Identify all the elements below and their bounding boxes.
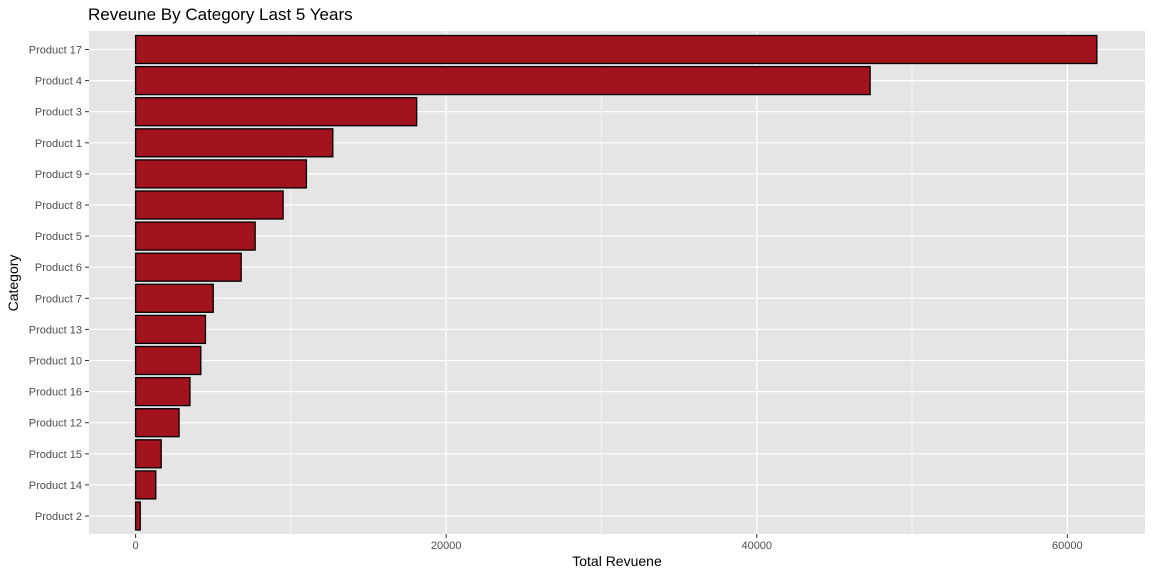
y-tick-label: Product 9 bbox=[35, 169, 82, 181]
y-tick-label: Product 5 bbox=[35, 231, 82, 243]
x-axis-title: Total Revuene bbox=[572, 553, 662, 569]
chart-title: Reveune By Category Last 5 Years bbox=[88, 5, 353, 24]
y-tick-label: Product 2 bbox=[35, 511, 82, 523]
bar-product-17 bbox=[134, 34, 1098, 65]
x-tick-label: 0 bbox=[133, 540, 139, 552]
y-axis-ticks: Product 17 Product 4 Product 3 Product 1 Pro… bbox=[29, 45, 89, 523]
bar-product-10 bbox=[134, 345, 202, 376]
y-tick-label: Product 17 bbox=[29, 45, 82, 57]
y-tick-label: Product 16 bbox=[29, 387, 82, 399]
y-tick-label: Product 7 bbox=[35, 293, 82, 305]
y-tick-label: Product 4 bbox=[35, 76, 82, 88]
bar-product-14 bbox=[134, 470, 157, 500]
y-tick-label: Product 3 bbox=[35, 107, 82, 119]
x-tick-label: 20000 bbox=[431, 540, 462, 552]
y-tick-label: Product 8 bbox=[35, 200, 82, 212]
y-tick-label: Product 12 bbox=[29, 418, 82, 430]
x-tick-label: 40000 bbox=[741, 540, 772, 552]
x-axis-ticks: 0 20000 40000 60000 bbox=[133, 534, 1083, 552]
bar-product-2 bbox=[134, 501, 141, 531]
bar-product-3 bbox=[134, 97, 418, 127]
bars bbox=[134, 34, 1098, 531]
bar-product-15 bbox=[134, 439, 162, 469]
bar-product-5 bbox=[134, 221, 256, 251]
bar-product-13 bbox=[134, 314, 207, 345]
y-axis-title: Category bbox=[5, 255, 21, 312]
bar-product-4 bbox=[134, 65, 871, 96]
y-tick-label: Product 14 bbox=[29, 480, 82, 492]
y-tick-label: Product 1 bbox=[35, 138, 82, 150]
y-tick-label: Product 13 bbox=[29, 324, 82, 336]
bar-product-8 bbox=[134, 190, 284, 220]
bar-product-16 bbox=[134, 376, 191, 407]
bar-product-12 bbox=[134, 408, 180, 438]
bar-product-6 bbox=[134, 252, 242, 282]
y-tick-label: Product 15 bbox=[29, 449, 82, 461]
x-tick-label: 60000 bbox=[1052, 540, 1083, 552]
y-tick-label: Product 6 bbox=[35, 262, 82, 274]
bar-product-7 bbox=[134, 283, 214, 313]
y-tick-label: Product 10 bbox=[29, 356, 82, 368]
bar-product-1 bbox=[134, 128, 334, 158]
bar-product-9 bbox=[134, 159, 308, 189]
